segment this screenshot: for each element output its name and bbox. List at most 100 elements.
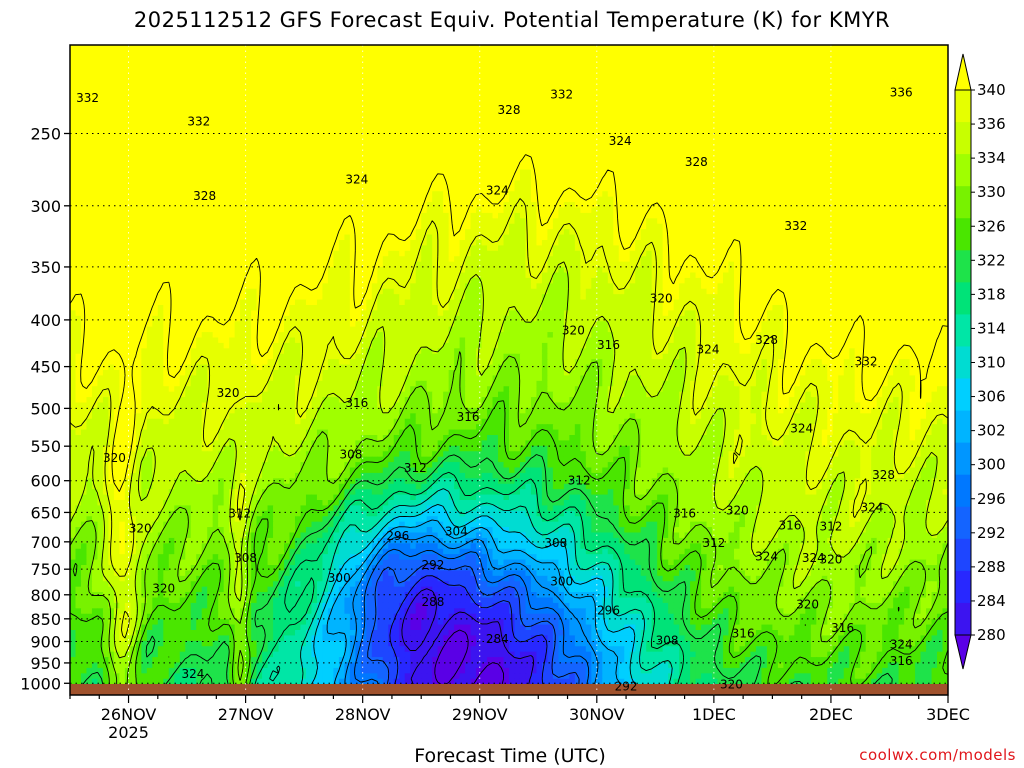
field-cell [640, 82, 647, 89]
field-cell [240, 180, 247, 187]
field-cell [596, 147, 603, 154]
field-cell [662, 164, 669, 171]
field-cell [887, 77, 894, 84]
field-cell [130, 66, 137, 73]
field-cell [262, 126, 269, 133]
field-cell [931, 185, 938, 192]
field-cell [481, 153, 488, 160]
field-cell [481, 169, 488, 176]
field-cell [80, 93, 88, 100]
field-cell [750, 99, 757, 106]
field-cell [503, 61, 510, 68]
field-cell [223, 137, 230, 144]
field-cell [772, 82, 779, 89]
field-cell [777, 66, 784, 73]
field-cell [487, 158, 494, 165]
field-cell [130, 175, 137, 182]
field-cell [316, 126, 324, 133]
field-cell [262, 99, 269, 106]
field-cell [882, 164, 889, 171]
field-cell [267, 66, 274, 73]
field-cell [876, 45, 883, 52]
field-cell [190, 72, 197, 79]
field-cell [607, 180, 614, 187]
field-cell [613, 147, 620, 154]
field-cell [190, 202, 197, 209]
field-cell [596, 137, 603, 144]
field-cell [706, 153, 713, 160]
field-cell [514, 55, 521, 62]
field-cell [97, 99, 104, 106]
field-cell [915, 82, 922, 89]
field-cell [717, 88, 724, 95]
field-cell [635, 153, 642, 160]
field-cell [415, 45, 422, 52]
field-cell [810, 104, 817, 111]
field-cell [673, 72, 680, 79]
field-cell [585, 169, 592, 176]
field-cell [744, 45, 752, 52]
field-cell [805, 175, 812, 182]
field-cell [229, 137, 236, 144]
field-cell [459, 104, 466, 111]
field-cell [448, 158, 455, 165]
field-cell [185, 180, 192, 187]
field-cell [876, 196, 883, 203]
field-cell [750, 131, 757, 138]
field-cell [152, 202, 159, 209]
field-cell [333, 77, 340, 84]
field-cell [448, 45, 455, 52]
field-cell [498, 88, 505, 95]
field-cell [865, 175, 872, 182]
field-cell [810, 196, 817, 203]
field-cell [229, 77, 236, 84]
field-cell [821, 50, 828, 57]
field-cell [684, 137, 691, 144]
field-cell [744, 158, 752, 165]
field-cell [355, 66, 362, 73]
field-cell [602, 45, 609, 52]
field-cell [157, 153, 164, 160]
field-cell [278, 207, 285, 214]
field-cell [624, 158, 631, 165]
field-cell [130, 88, 137, 95]
field-cell [240, 158, 247, 165]
field-cell [300, 115, 307, 122]
field-cell [799, 55, 806, 62]
field-cell [311, 169, 318, 176]
field-cell [607, 147, 614, 154]
field-cell [415, 137, 422, 144]
field-cell [942, 207, 948, 214]
field-cell [766, 82, 773, 89]
field-cell [876, 147, 883, 154]
field-cell [234, 99, 241, 106]
field-cell [558, 147, 565, 154]
field-cell [152, 61, 159, 68]
field-cell [388, 147, 395, 154]
field-cell [130, 126, 137, 133]
field-cell [530, 175, 538, 182]
field-cell [635, 93, 642, 100]
field-cell [437, 45, 444, 52]
field-cell [218, 142, 225, 149]
field-cell [530, 207, 538, 214]
field-cell [146, 72, 153, 79]
field-cell [327, 196, 334, 203]
field-cell [146, 131, 153, 138]
field-cell [338, 207, 345, 214]
field-cell [827, 88, 834, 95]
field-cell [305, 93, 313, 100]
field-cell [404, 115, 411, 122]
field-cell [294, 93, 302, 100]
field-cell [668, 72, 675, 79]
field-cell [432, 126, 439, 133]
field-cell [552, 55, 559, 62]
field-cell [509, 72, 516, 79]
field-cell [113, 196, 120, 203]
field-cell [113, 115, 120, 122]
field-cell [915, 169, 922, 176]
field-cell [465, 131, 472, 138]
field-cell [119, 104, 126, 111]
field-cell [898, 153, 905, 160]
field-cell [487, 131, 494, 138]
